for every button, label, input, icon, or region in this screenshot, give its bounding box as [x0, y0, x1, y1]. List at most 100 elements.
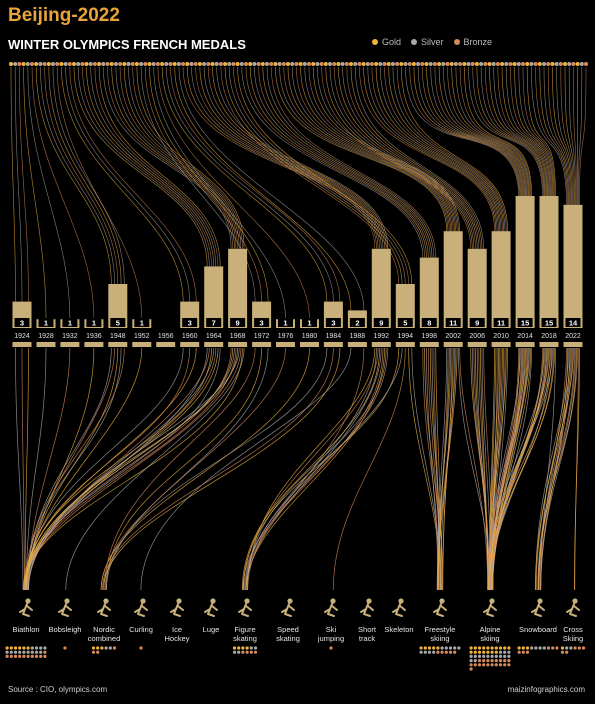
year-underline — [180, 342, 200, 347]
top-medal-dot — [76, 62, 81, 66]
discipline-medal-dot — [18, 654, 22, 659]
top-medal-dot — [51, 62, 55, 66]
top-flow-line — [233, 66, 409, 285]
discipline-medal-dot — [43, 646, 47, 650]
top-medal-dot — [84, 62, 89, 66]
top-flow-line — [149, 66, 269, 302]
discipline-medal-dot — [534, 646, 538, 650]
top-medal-dot — [193, 62, 198, 66]
bottom-flow-line — [244, 347, 403, 591]
top-flow-line — [510, 66, 553, 197]
luge-icon — [204, 598, 218, 617]
bottom-flow-line — [25, 347, 47, 591]
discipline-medal-dot — [507, 646, 511, 650]
value-label-box — [254, 318, 270, 327]
top-medal-dot — [537, 62, 542, 66]
top-medal-dot — [369, 62, 374, 66]
year-label: 1984 — [326, 333, 342, 340]
top-medal-dot — [470, 62, 475, 66]
top-flow-line — [10, 66, 16, 302]
discipline-medal-dot — [237, 650, 241, 654]
discipline-medal-dot — [507, 654, 511, 659]
discipline-medal-dot — [560, 646, 565, 650]
top-flow-line — [578, 66, 583, 205]
top-flow-line — [443, 66, 528, 197]
legend: Gold Silver Bronze — [372, 37, 492, 47]
discipline-medal-dot — [245, 646, 249, 650]
chart-title: Beijing-2022 — [8, 5, 120, 26]
discipline-medal-dot — [494, 659, 498, 663]
discipline-medal-dot — [18, 650, 22, 654]
medal-bar — [228, 248, 248, 328]
top-medal-dot — [63, 62, 68, 66]
bottom-flow-line — [491, 347, 555, 591]
top-flow-line — [270, 66, 437, 258]
top-flow-line — [224, 66, 403, 285]
medal-bar — [108, 284, 128, 328]
discipline-medal-dot — [498, 663, 503, 667]
top-medal-dot — [416, 62, 421, 66]
legend-swatch-gold — [372, 39, 378, 45]
bottom-flow-line — [436, 347, 448, 591]
top-flow-line — [241, 66, 424, 258]
value-label-box — [445, 318, 461, 327]
discipline-medal-dot — [560, 650, 565, 654]
top-medal-dot — [113, 62, 118, 66]
top-medal-dot — [239, 62, 244, 66]
discipline-medal-dot — [498, 646, 503, 650]
year-labels: 1924 1928 1932 1936 1948 1952 1956 1960 1964 1968… — [12, 333, 583, 347]
top-flow-line — [338, 66, 478, 249]
medal-bar — [371, 248, 391, 328]
top-medal-dot — [223, 62, 228, 66]
top-medal-dot — [395, 62, 400, 66]
top-medal-dot — [382, 62, 387, 66]
discipline-medal-dot — [5, 646, 9, 650]
discipline-medal-dot — [565, 646, 569, 650]
value-label: 3 — [20, 319, 24, 328]
year-label: 1928 — [38, 333, 54, 340]
discipline-medal-dot — [26, 646, 30, 650]
top-medal-dot — [428, 62, 433, 66]
top-medal-dot — [399, 62, 404, 66]
discipline-medal-dot — [436, 650, 440, 654]
top-flow-line — [140, 66, 256, 302]
discipline-medal-dot — [555, 646, 559, 650]
biathlon-icon — [19, 598, 33, 617]
icon-head — [439, 598, 445, 604]
discipline-label-line: Skiing — [563, 634, 583, 643]
bar-group: 3 1 1 1 5 1 3 7 9 3 1 1 3 2 9 5 8 11 9 11 15 15 14 — [12, 196, 583, 328]
discipline-medal-dot — [13, 646, 18, 650]
discipline-medal-dot — [521, 650, 525, 654]
top-flow-line — [153, 66, 286, 320]
legend-item-silver: Silver — [411, 37, 444, 47]
top-flow-line — [417, 66, 522, 197]
top-flow-line — [506, 66, 552, 197]
top-medal-dot — [273, 62, 278, 66]
discipline-label-line: Luge — [203, 625, 220, 634]
bottom-flow-line — [539, 347, 570, 591]
top-flow-line — [560, 66, 574, 205]
top-medal-dot — [411, 62, 416, 66]
icon-body — [324, 603, 338, 617]
figure-skating-icon — [238, 598, 252, 617]
bobsleigh-icon — [58, 598, 72, 617]
top-medal-dot — [533, 62, 538, 66]
bottom-flow-line — [28, 347, 235, 591]
discipline-medal-dot — [482, 646, 486, 650]
value-label: 1 — [283, 319, 287, 328]
top-flow-line — [350, 66, 483, 249]
icon-body — [360, 603, 374, 617]
top-flow-line — [476, 66, 545, 197]
discipline-medal-dot — [453, 650, 457, 654]
legend-label-gold: Gold — [382, 37, 402, 47]
bottom-flow-line — [27, 347, 240, 591]
bottom-flow-line — [332, 347, 406, 591]
top-medal-dot — [55, 62, 60, 66]
discipline-medal-dot — [477, 659, 482, 663]
discipline-label-line: combined — [88, 634, 121, 643]
top-flow-line — [371, 66, 499, 232]
ice-hockey-icon — [170, 598, 184, 617]
icon-body — [204, 603, 218, 617]
discipline-medal-dot — [469, 667, 473, 671]
bottom-flow-lines — [15, 347, 580, 591]
